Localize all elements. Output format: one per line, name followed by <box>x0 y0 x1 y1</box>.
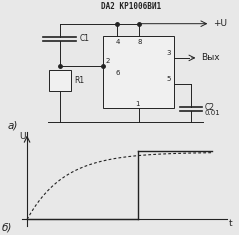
Text: 8: 8 <box>137 39 142 46</box>
Text: б): б) <box>1 222 12 232</box>
Bar <box>49 70 71 91</box>
Text: C1: C1 <box>80 34 90 43</box>
Text: Вых: Вых <box>201 53 219 63</box>
Text: 3: 3 <box>166 50 171 56</box>
Text: DA2 КР1006ВИ1: DA2 КР1006ВИ1 <box>101 2 162 11</box>
Text: 5: 5 <box>166 76 170 82</box>
Text: 6: 6 <box>116 70 120 76</box>
Bar <box>103 35 174 108</box>
Text: 2: 2 <box>105 59 109 64</box>
Text: 4: 4 <box>116 39 120 46</box>
Text: а): а) <box>7 120 17 130</box>
Text: 1: 1 <box>135 101 140 107</box>
Text: +U: +U <box>213 19 227 28</box>
Text: U: U <box>19 133 26 141</box>
Text: t: t <box>229 219 233 228</box>
Text: C2: C2 <box>204 103 214 112</box>
Text: R1: R1 <box>74 76 84 85</box>
Text: 0.01: 0.01 <box>204 110 220 116</box>
